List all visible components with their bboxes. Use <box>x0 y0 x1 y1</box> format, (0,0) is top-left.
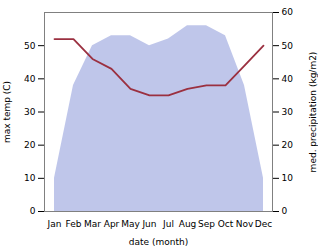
svg-text:max temp (C): max temp (C) <box>2 81 12 143</box>
svg-text:20: 20 <box>24 140 36 150</box>
svg-text:Oct: Oct <box>218 219 234 229</box>
svg-text:May: May <box>121 219 140 229</box>
svg-text:0: 0 <box>282 206 288 216</box>
svg-text:Mar: Mar <box>84 219 101 229</box>
svg-text:Jan: Jan <box>47 219 62 229</box>
svg-text:50: 50 <box>24 41 36 51</box>
svg-text:10: 10 <box>282 173 294 183</box>
svg-text:30: 30 <box>24 107 36 117</box>
svg-text:Feb: Feb <box>66 219 82 229</box>
svg-text:50: 50 <box>282 41 294 51</box>
svg-text:Jun: Jun <box>141 219 156 229</box>
svg-text:40: 40 <box>24 74 36 84</box>
svg-text:10: 10 <box>24 173 36 183</box>
svg-text:date (month): date (month) <box>129 237 188 247</box>
svg-text:Dec: Dec <box>255 219 272 229</box>
svg-text:Aug: Aug <box>179 219 197 229</box>
svg-text:40: 40 <box>282 74 294 84</box>
svg-text:Jul: Jul <box>162 219 174 229</box>
svg-text:Sep: Sep <box>198 219 215 229</box>
svg-text:20: 20 <box>282 140 294 150</box>
svg-text:0: 0 <box>30 206 36 216</box>
svg-text:30: 30 <box>282 107 294 117</box>
svg-text:60: 60 <box>282 7 294 17</box>
svg-text:Apr: Apr <box>104 219 120 229</box>
svg-text:Nov: Nov <box>236 219 254 229</box>
svg-text:med. precipitation (kg/m2): med. precipitation (kg/m2) <box>308 52 318 173</box>
